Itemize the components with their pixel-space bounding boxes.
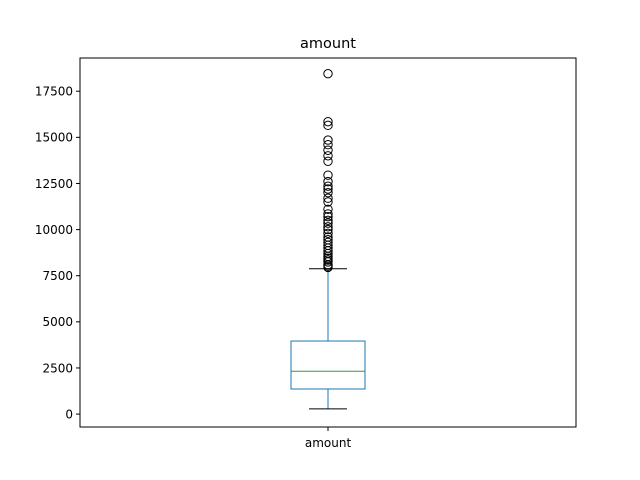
outlier-point [323, 228, 333, 238]
y-tick-label: 0 [65, 407, 73, 421]
y-axis-ticks: 0 2500 5000 7500 10000 12500 15000 17500 [35, 85, 80, 421]
y-tick-label: 15000 [35, 131, 73, 145]
outlier-point [323, 187, 333, 198]
outlier-point [323, 176, 333, 187]
outlier-point [323, 218, 333, 228]
y-tick-label: 17500 [35, 85, 73, 99]
outlier-point [323, 151, 333, 161]
y-tick-label: 2500 [42, 361, 73, 375]
outlier-point [323, 145, 333, 155]
outlier-point [323, 68, 333, 79]
x-axis-ticks: amount [305, 427, 352, 450]
outlier-point [323, 237, 333, 248]
y-tick-label: 12500 [35, 177, 73, 191]
outlier-point [323, 135, 333, 145]
outlier-point [323, 181, 333, 191]
y-tick-label: 10000 [35, 223, 73, 237]
outlier-point [323, 170, 333, 180]
chart-title: amount [300, 36, 356, 52]
outlier-point [323, 235, 333, 245]
plot-area [290, 68, 366, 410]
iqr-box [290, 340, 366, 390]
outlier-point [323, 120, 333, 131]
axes-frame [79, 57, 577, 428]
outlier-point [323, 222, 333, 232]
outlier-point [323, 197, 333, 207]
y-tick-label: 7500 [42, 269, 73, 283]
outlier-point [323, 156, 333, 167]
outlier-point [323, 140, 333, 150]
outlier-point [323, 184, 333, 194]
outlier-point [323, 215, 333, 226]
outlier-point [323, 209, 333, 219]
x-tick-label: amount [305, 436, 352, 450]
outlier-point [323, 204, 333, 214]
y-tick-label: 5000 [42, 315, 73, 329]
outlier-point [323, 211, 333, 222]
outlier-point [323, 116, 333, 127]
outlier-point [323, 193, 333, 203]
outlier-point [323, 232, 333, 242]
outlier-point [323, 224, 333, 235]
